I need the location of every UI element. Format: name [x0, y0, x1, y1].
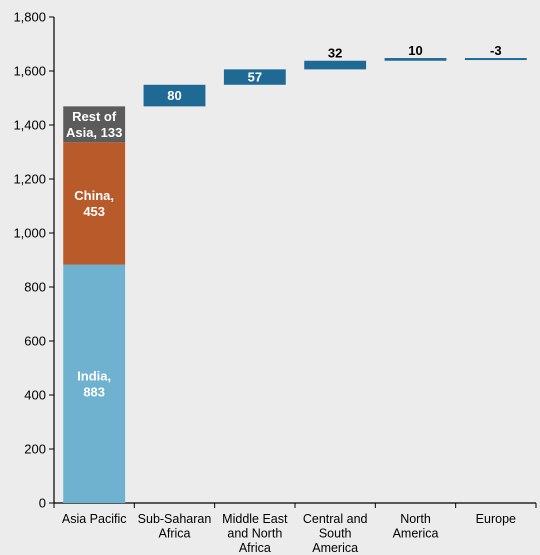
segment-data-label: India, 883: [77, 368, 111, 399]
increment-data-label: 10: [408, 43, 422, 58]
y-tick-label: 1,000: [13, 226, 46, 241]
y-tick-label: 400: [24, 388, 46, 403]
segment-data-label: China, 453: [74, 188, 114, 219]
chart-labels: India, 883 China, 453 Rest of Asia, 133 80 57 32…: [66, 43, 502, 399]
chart-axes: 0 200 400 600 800 1,000 1,200 1,400 1,600 1,800 As…: [13, 10, 537, 555]
x-tick-label: Europe: [476, 512, 516, 526]
y-tick-label: 0: [39, 496, 46, 511]
increment-data-label: 57: [248, 70, 262, 85]
y-tick-label: 600: [24, 334, 46, 349]
x-tick-label: Sub-Saharan Africa: [138, 512, 212, 541]
y-tick-label: 1,200: [13, 172, 46, 187]
increment-data-label: -3: [490, 43, 502, 58]
chart-marks: [63, 58, 527, 503]
x-tick-label: Asia Pacific: [62, 512, 127, 526]
segment-data-label: Rest of Asia, 133: [66, 109, 122, 140]
x-tick-label: North America: [393, 512, 439, 541]
increment-data-label: 32: [328, 46, 342, 61]
increment-bar: [143, 84, 206, 107]
x-tick-label: Middle East and North Africa: [222, 512, 288, 555]
increment-data-label: 80: [167, 88, 181, 103]
y-tick-label: 200: [24, 442, 46, 457]
increment-bar: [304, 60, 367, 70]
stacked-bar-segment: [63, 264, 126, 503]
y-tick-label: 1,600: [13, 64, 46, 79]
increment-bar: [223, 69, 286, 85]
increment-bar: [384, 58, 447, 61]
increment-bar: [464, 58, 527, 61]
stacked-bar-segment: [63, 142, 126, 265]
y-tick-label: 1,400: [13, 118, 46, 133]
stacked-bar-segment: [63, 106, 126, 143]
x-tick-label: Central and South America: [303, 512, 368, 555]
y-tick-label: 800: [24, 280, 46, 295]
y-tick-label: 1,800: [13, 10, 46, 25]
